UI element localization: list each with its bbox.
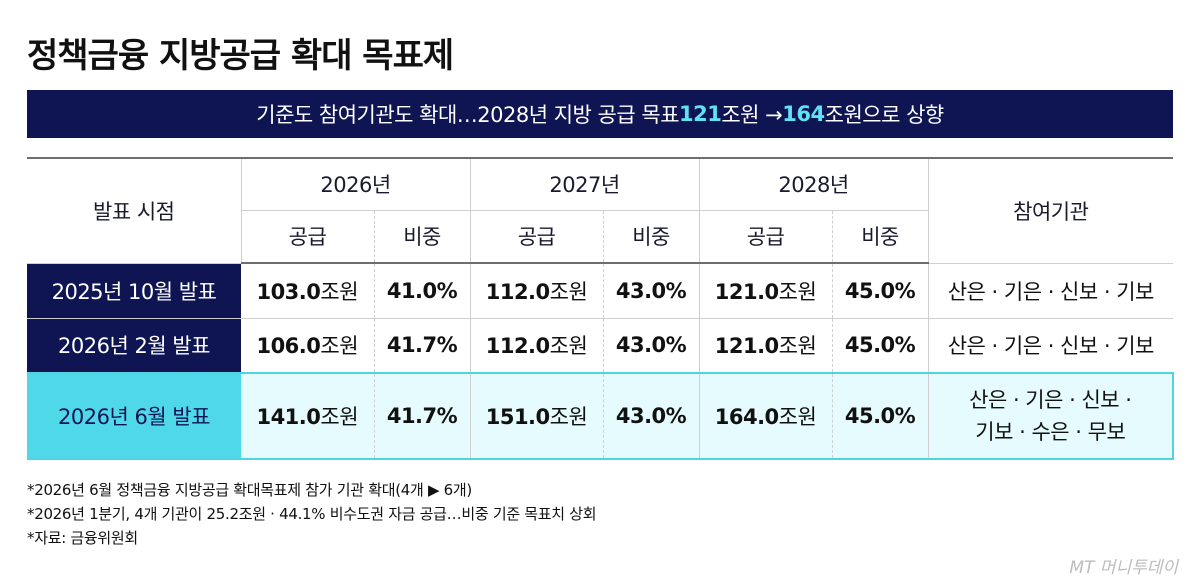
supply-cell: 141.0조원 — [241, 372, 375, 460]
header-ratio: 비중 — [603, 210, 700, 264]
ratio-cell: 43.0% — [603, 318, 700, 374]
page-title: 정책금융 지방공급 확대 목표제 — [27, 36, 454, 76]
supply-cell: 112.0조원 — [470, 263, 604, 319]
footnotes: *2026년 6월 정책금융 지방공급 확대목표제 참가 기관 확대(4개 ▶ … — [27, 478, 597, 550]
header-supply: 공급 — [699, 210, 833, 264]
table-row: 2026년 2월 발표 106.0조원 41.7% 112.0조원 43.0% … — [27, 318, 1174, 374]
header-institutions: 참여기관 — [928, 157, 1174, 264]
institutions-line-2: 기보 · 수은 · 무보 — [975, 420, 1126, 444]
header-year-2026: 2026년 — [241, 157, 471, 211]
banner-text-2: 조원 → — [721, 103, 783, 127]
header-ratio: 비중 — [374, 210, 471, 264]
row-label: 2026년 2월 발표 — [27, 318, 241, 374]
banner-highlight-121: 121 — [679, 102, 722, 126]
ratio-cell: 41.0% — [374, 263, 471, 319]
supply-cell: 103.0조원 — [241, 263, 375, 319]
footnote-source: *자료: 금융위원회 — [27, 529, 138, 547]
header-announce: 발표 시점 — [27, 157, 242, 264]
ratio-cell: 45.0% — [832, 372, 929, 460]
supply-cell: 106.0조원 — [241, 318, 375, 374]
institutions-line-1: 산은 · 기은 · 신보 · — [969, 388, 1132, 412]
publisher-logo: MT 머니투데이 — [1069, 558, 1178, 578]
headline-banner: 기준도 참여기관도 확대…2028년 지방 공급 목표 121 조원 → 164… — [27, 90, 1173, 138]
supply-cell: 151.0조원 — [470, 372, 604, 460]
ratio-cell: 41.7% — [374, 372, 471, 460]
header-ratio: 비중 — [832, 210, 929, 264]
banner-text-3: 조원으로 상향 — [824, 103, 945, 127]
supply-cell: 112.0조원 — [470, 318, 604, 374]
row-label: 2025년 10월 발표 — [27, 263, 241, 319]
target-table: 발표 시점 2026년 2027년 2028년 참여기관 공급 비중 공급 비중… — [27, 157, 1175, 460]
institutions-cell: 산은 · 기은 · 신보 · 기보 — [928, 318, 1174, 374]
banner-highlight-164: 164 — [782, 102, 825, 126]
supply-cell: 121.0조원 — [699, 318, 833, 374]
ratio-cell: 45.0% — [832, 318, 929, 374]
header-year-2027: 2027년 — [470, 157, 700, 211]
ratio-cell: 43.0% — [603, 372, 700, 460]
footnote: *2026년 6월 정책금융 지방공급 확대목표제 참가 기관 확대(4개 ▶ … — [27, 481, 472, 499]
ratio-cell: 41.7% — [374, 318, 471, 374]
institutions-cell: 산은 · 기은 · 신보 · 기보 · 수은 · 무보 — [928, 372, 1175, 460]
footnote: *2026년 1분기, 4개 기관이 25.2조원 · 44.1% 비수도권 자… — [27, 505, 597, 523]
table-row-highlighted: 2026년 6월 발표 141.0조원 41.7% 151.0조원 43.0% … — [27, 372, 1175, 460]
table-row: 2025년 10월 발표 103.0조원 41.0% 112.0조원 43.0%… — [27, 263, 1174, 319]
ratio-cell: 45.0% — [832, 263, 929, 319]
banner-text-1: 기준도 참여기관도 확대…2028년 지방 공급 목표 — [256, 103, 680, 127]
supply-cell: 164.0조원 — [699, 372, 833, 460]
header-supply: 공급 — [241, 210, 375, 264]
header-supply: 공급 — [470, 210, 604, 264]
ratio-cell: 43.0% — [603, 263, 700, 319]
row-label: 2026년 6월 발표 — [27, 372, 241, 460]
header-year-2028: 2028년 — [699, 157, 929, 211]
institutions-cell: 산은 · 기은 · 신보 · 기보 — [928, 263, 1174, 319]
supply-cell: 121.0조원 — [699, 263, 833, 319]
